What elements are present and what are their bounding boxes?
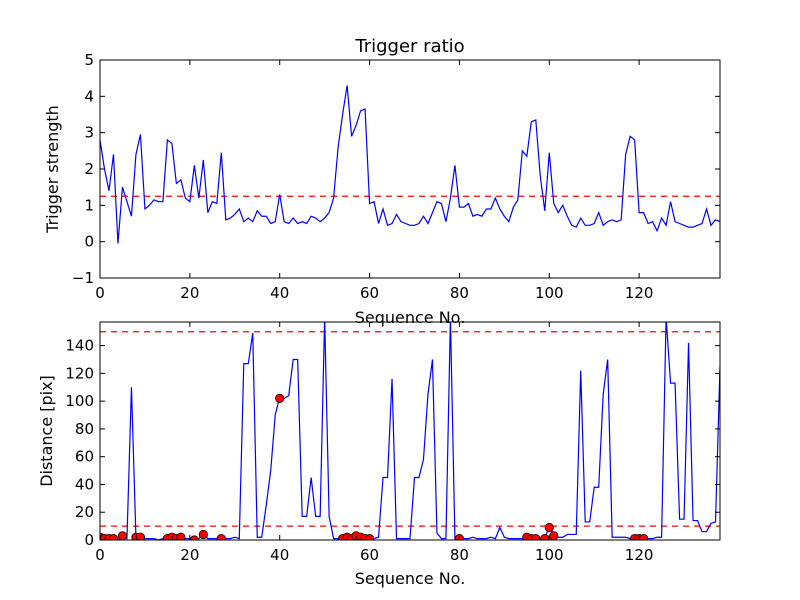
top-y-tick-label: 3	[84, 124, 94, 142]
top-x-tick-label: 60	[360, 284, 379, 302]
top-y-tick-label: 4	[84, 87, 94, 105]
top-series-line-0	[100, 85, 720, 244]
top-y-tick-label: −1	[72, 269, 94, 287]
bottom-y-tick-label: 20	[75, 503, 94, 521]
bottom-marker-point	[549, 531, 559, 540]
top-y-tick-label: 2	[84, 160, 94, 178]
bottom-subplot: Distance [pix] Sequence No. 0 20 40 60 80 100…	[37, 321, 721, 588]
bottom-marker-point	[108, 534, 119, 540]
bottom-x-tick-label: 120	[625, 546, 654, 564]
bottom-data-layer	[100, 322, 720, 540]
bottom-marker-point	[275, 393, 285, 403]
bottom-x-tick-label: 20	[180, 546, 199, 564]
top-x-tick-label: 100	[535, 284, 564, 302]
top-chart-title: Trigger ratio	[354, 36, 464, 57]
bottom-marker-point	[117, 531, 128, 540]
bottom-marker-point	[176, 532, 186, 540]
top-y-tick-label: 5	[84, 51, 94, 69]
top-data-layer	[100, 85, 720, 244]
bottom-x-axis-label: Sequence No.	[355, 569, 466, 588]
bottom-y-tick-label: 120	[65, 364, 94, 382]
bottom-marker-point	[216, 534, 226, 540]
bottom-x-tick-label: 80	[450, 546, 469, 564]
top-x-tick-label: 80	[450, 284, 469, 302]
top-y-tick-label: 1	[84, 196, 94, 214]
bottom-y-tick-label: 80	[75, 420, 94, 438]
top-x-tick-label: 120	[625, 284, 654, 302]
bottom-y-tick-label: 100	[65, 392, 94, 410]
bottom-y-tick-label: 40	[75, 475, 94, 493]
top-y-axis-label: Trigger strength	[43, 105, 62, 234]
bottom-y-tick-label: 60	[75, 448, 94, 466]
bottom-y-tick-label: 140	[65, 337, 94, 355]
bottom-y-axis-label: Distance [pix]	[37, 375, 56, 487]
bottom-x-tick-label: 60	[360, 546, 379, 564]
top-x-tick-label: 0	[95, 284, 105, 302]
bottom-x-tick-label: 40	[270, 546, 289, 564]
bottom-marker-point	[531, 534, 541, 540]
top-x-tick-label: 20	[180, 284, 199, 302]
bottom-plot-area: 0 20 40 60 80 100 120 0 20 40 60 80 100 120 140	[65, 321, 721, 564]
bottom-marker-point	[198, 529, 208, 540]
top-x-tick-label: 40	[270, 284, 289, 302]
bottom-x-tick-label: 100	[535, 546, 564, 564]
bottom-axes-frame	[99, 321, 721, 541]
bottom-marker-point	[135, 532, 146, 540]
bottom-marker-point	[544, 522, 554, 533]
bottom-x-tick-label: 0	[95, 546, 105, 564]
top-y-tick-label: 0	[84, 233, 94, 251]
bottom-y-tick-label: 0	[84, 531, 94, 549]
top-x-axis-label: Sequence No.	[355, 308, 466, 327]
